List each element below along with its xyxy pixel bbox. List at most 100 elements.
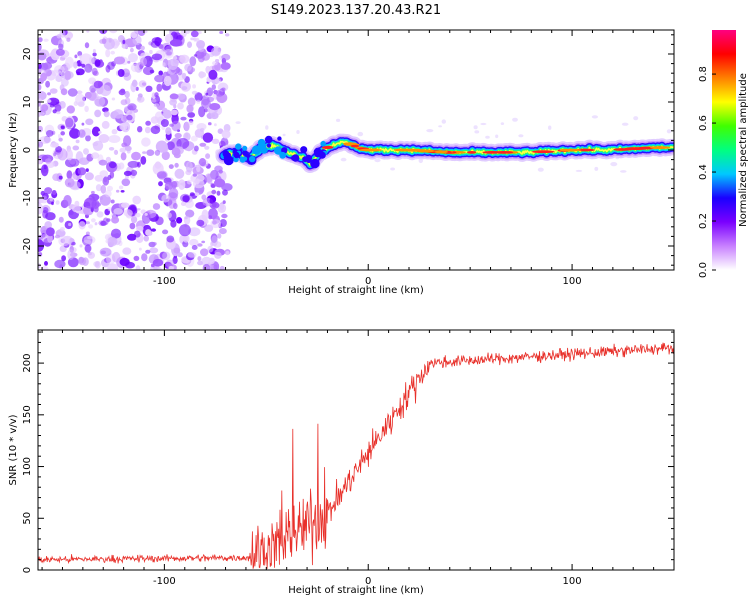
noise-blob (222, 189, 228, 196)
noise-blob (195, 50, 205, 59)
noise-blob (177, 68, 183, 76)
noise-blob (140, 52, 146, 58)
noise-blob (40, 72, 47, 82)
noise-blob (594, 166, 599, 171)
noise-blob (121, 43, 128, 49)
noise-blob (211, 65, 218, 71)
track-hot-spot (650, 146, 671, 150)
snr-ylabel: SNR (10 * v/v) (8, 414, 19, 485)
noise-blob (211, 138, 220, 144)
noise-blob (216, 190, 221, 196)
noise-blob (191, 245, 198, 250)
noise-blob (219, 31, 224, 34)
colorbar-tick-label: 0.2 (698, 213, 709, 229)
noise-blob (211, 84, 216, 90)
noise-blob (65, 56, 74, 69)
noise-blob (473, 125, 478, 130)
noise-blob (210, 112, 219, 120)
noise-blob (46, 227, 55, 237)
noise-blob (119, 122, 128, 131)
track-dot (320, 140, 327, 147)
noise-blob (108, 161, 117, 169)
noise-blob (85, 221, 90, 225)
noise-blob (130, 169, 138, 176)
noise-blob (71, 204, 81, 213)
noise-blob (189, 56, 197, 67)
noise-blob (127, 103, 137, 111)
noise-blob (202, 132, 214, 143)
noise-blob (108, 135, 121, 143)
noise-blob (198, 106, 206, 118)
noise-blob (168, 265, 174, 270)
noise-blob (64, 177, 75, 188)
noise-blob (110, 199, 115, 204)
noise-blob (84, 42, 90, 49)
noise-blob (49, 197, 54, 202)
noise-blob (69, 158, 80, 167)
noise-blob (186, 146, 192, 152)
noise-blob (128, 53, 138, 63)
noise-blob (199, 142, 207, 147)
noise-blob (38, 91, 47, 101)
noise-blob (54, 234, 61, 239)
noise-blob (106, 185, 113, 192)
noise-blob (171, 147, 181, 156)
noise-blob (168, 164, 174, 170)
noise-blob (265, 125, 269, 130)
noise-blob (84, 63, 93, 73)
noise-blob (65, 149, 74, 161)
noise-blob (110, 50, 115, 55)
noise-blob (186, 104, 194, 113)
noise-blob (204, 224, 214, 232)
noise-blob (214, 78, 222, 84)
noise-blob (187, 252, 197, 258)
noise-blob (118, 185, 124, 190)
noise-blob (145, 249, 151, 254)
noise-blob (69, 128, 81, 139)
noise-blob (98, 131, 102, 134)
noise-blob (84, 197, 97, 209)
noise-blob (150, 263, 155, 268)
noise-blob (124, 145, 132, 152)
snr-frame (37, 329, 675, 571)
noise-blob (190, 135, 198, 142)
noise-blob (185, 209, 195, 218)
noise-blob (78, 257, 87, 266)
noise-blob (208, 257, 215, 264)
noise-blob (180, 116, 187, 121)
snr-panel: -100 0 100 0 50 100 150 200 Height of straight … (8, 329, 675, 596)
noise-blob (219, 219, 227, 227)
noise-blob (52, 173, 61, 181)
noise-blob (158, 70, 163, 76)
track-dot (279, 151, 287, 159)
noise-blob (103, 110, 110, 118)
noise-blob (185, 30, 190, 34)
noise-blob (85, 168, 89, 173)
noise-blob (78, 54, 82, 59)
noise-blob (127, 60, 131, 64)
noise-blob (633, 116, 639, 121)
noise-blob (145, 229, 152, 236)
noise-blob (45, 158, 52, 164)
noise-blob (113, 149, 118, 155)
noise-blob (178, 179, 186, 191)
noise-blob (193, 54, 198, 57)
x-tick-label: -100 (153, 276, 176, 287)
track-dot (266, 143, 272, 148)
noise-blob (196, 99, 201, 104)
noise-blob (61, 78, 69, 87)
noise-blob (161, 151, 170, 161)
noise-blob (40, 164, 49, 177)
noise-blob (92, 52, 97, 57)
noise-blob (222, 200, 226, 205)
noise-blob (100, 184, 107, 194)
noise-blob (206, 173, 213, 184)
noise-blob (150, 125, 161, 135)
track-dot (222, 150, 230, 158)
colorbar-label: Normalized spectral amplitude (738, 73, 749, 227)
noise-blob (99, 247, 112, 257)
noise-blob (94, 222, 98, 226)
noise-blob (169, 99, 178, 106)
track-dot (251, 145, 261, 155)
noise-blob (187, 41, 192, 48)
